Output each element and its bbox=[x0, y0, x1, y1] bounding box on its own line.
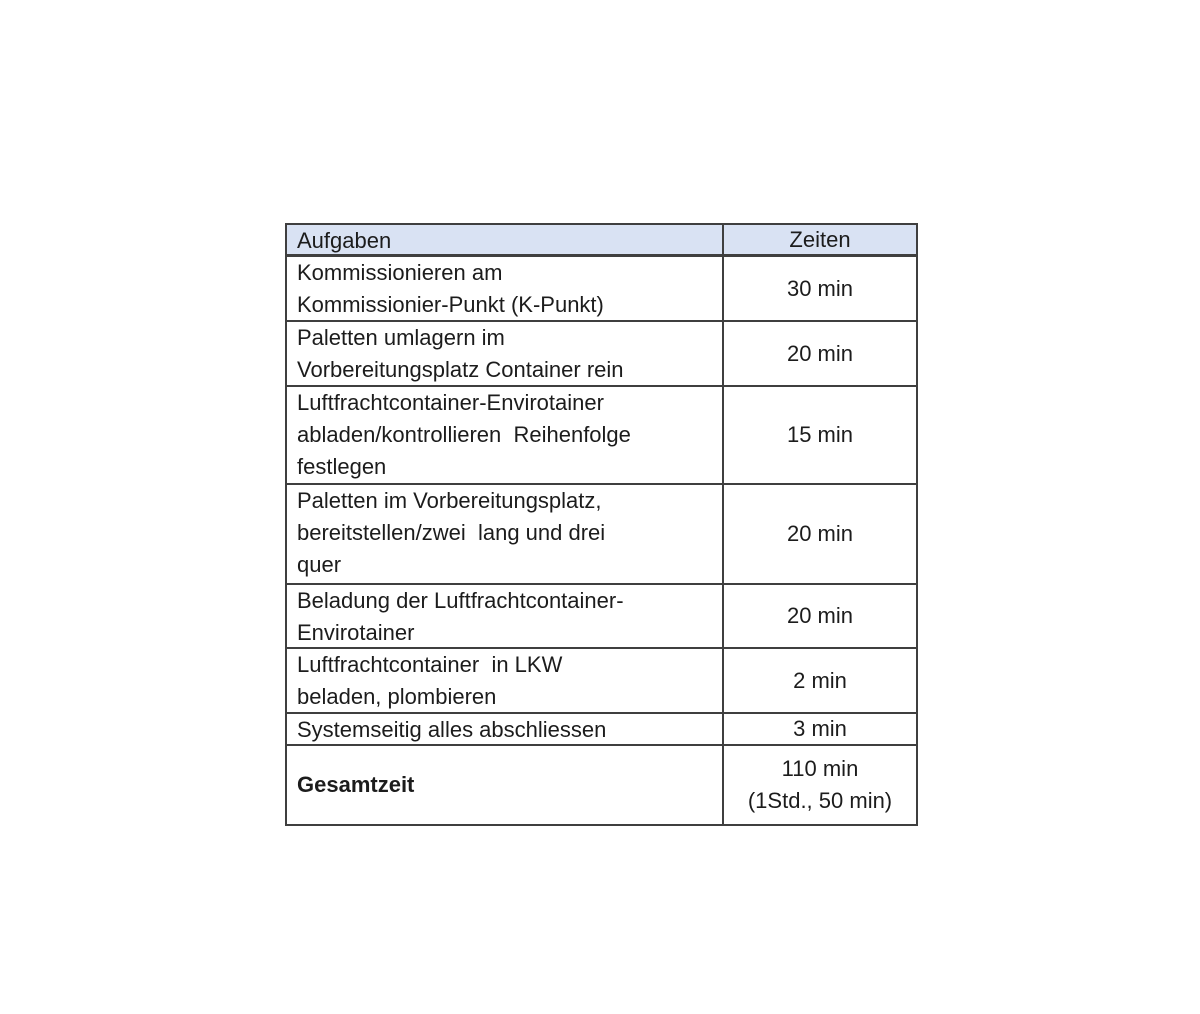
time-cell: 20 min bbox=[786, 340, 854, 366]
table-row: Systemseitig alles abschliessen 3 min bbox=[287, 714, 916, 746]
column-header-aufgaben: Aufgaben bbox=[287, 225, 724, 254]
time-cell: 15 min bbox=[786, 422, 854, 447]
table-row: Paletten umlagern im Vorbereitungsplatz … bbox=[287, 322, 916, 387]
time-cell: 3 min bbox=[793, 716, 847, 741]
task-cell: Kommissionieren am Kommissionier-Punkt (… bbox=[287, 257, 724, 320]
task-cell: Paletten im Vorbereitungsplatz, bereitst… bbox=[287, 485, 724, 583]
time-cell: 20 min bbox=[786, 521, 854, 546]
total-time-secondary: (1Std., 50 min) bbox=[747, 788, 893, 813]
task-cell: Paletten umlagern im Vorbereitungsplatz … bbox=[287, 322, 724, 385]
task-time-table: Aufgaben Zeiten Kommissionieren am Kommi… bbox=[285, 223, 918, 826]
total-time-primary: 110 min bbox=[781, 756, 859, 781]
table-row: Luftfrachtcontainer-Envirotainer abladen… bbox=[287, 387, 916, 485]
task-cell: Beladung der Luftfrachtcontainer- Enviro… bbox=[287, 585, 724, 647]
table-row: Luftfrachtcontainer in LKW beladen, plom… bbox=[287, 649, 916, 714]
column-header-zeiten: Zeiten bbox=[724, 225, 916, 254]
time-cell: 20 min bbox=[786, 603, 854, 628]
table-total-row: Gesamtzeit 110 min (1Std., 50 min) bbox=[287, 746, 916, 824]
time-cell: 2 min bbox=[793, 667, 847, 693]
time-cell: 30 min bbox=[786, 275, 854, 301]
task-cell: Systemseitig alles abschliessen bbox=[287, 714, 724, 744]
table-row: Kommissionieren am Kommissionier-Punkt (… bbox=[287, 257, 916, 322]
total-time-cell: 110 min (1Std., 50 min) bbox=[724, 746, 916, 824]
table-row: Beladung der Luftfrachtcontainer- Enviro… bbox=[287, 585, 916, 649]
table-row: Paletten im Vorbereitungsplatz, bereitst… bbox=[287, 485, 916, 585]
task-cell: Luftfrachtcontainer in LKW beladen, plom… bbox=[287, 649, 724, 712]
task-cell: Luftfrachtcontainer-Envirotainer abladen… bbox=[287, 387, 724, 483]
total-label: Gesamtzeit bbox=[287, 746, 724, 824]
table-header-row: Aufgaben Zeiten bbox=[287, 225, 916, 257]
